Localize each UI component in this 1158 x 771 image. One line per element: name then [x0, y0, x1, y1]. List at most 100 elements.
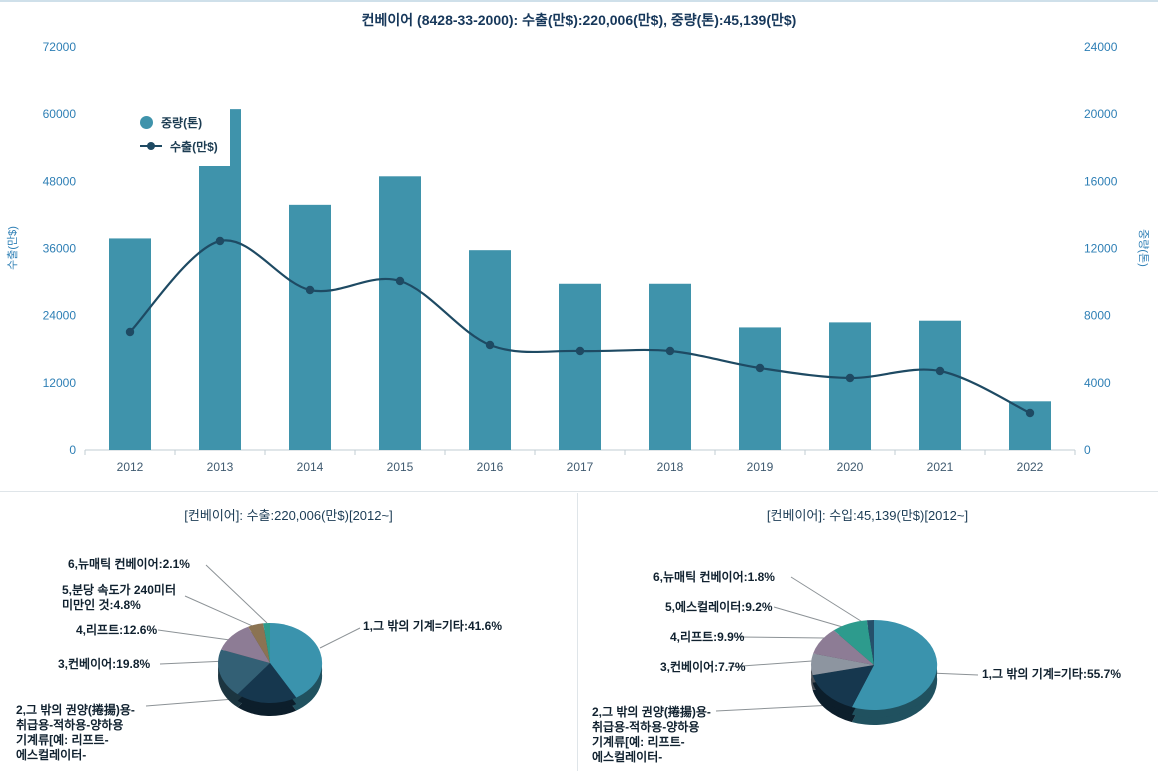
bar-2018[interactable] [649, 283, 691, 450]
bar-2017[interactable] [559, 283, 601, 450]
import-pie-panel: [컨베이어]: 수입:45,139(만$)[2012~] 1,그 밖의 기계=기… [578, 493, 1157, 771]
pie-slice-4[interactable] [813, 630, 874, 665]
export-slice-label-5: 5,분당 속도가 240미터 미만인 것:4.8% [62, 583, 176, 612]
pie-slice-5[interactable] [833, 620, 874, 665]
export-slice-label-6: 6,뉴매틱 컨베이어:2.1% [68, 557, 190, 571]
marker-2019[interactable] [755, 363, 765, 373]
pie-slices[interactable] [810, 619, 938, 710]
marker-2014[interactable] [305, 285, 315, 295]
axis-tick-labels: 0 12000 24000 36000 48000 60000 72000 0 4000 8000… [43, 40, 1118, 457]
callout-line [737, 636, 825, 639]
import-slice-label-2: 2,그 밖의 권양(捲揚)용- 취급용-적하용-양하용 기계류[예: 리프트- … [592, 705, 711, 764]
marker-2013[interactable] [215, 236, 225, 246]
pie-panels: [컨베이어]: 수출:220,006(만$)[2012~] 1,그 밖의 기계=… [0, 493, 1158, 771]
pie-slices[interactable] [218, 622, 323, 704]
svg-text:16000: 16000 [1084, 174, 1118, 188]
import-slice-label-6: 6,뉴매틱 컨베이어:1.8% [653, 570, 775, 584]
bar-2012[interactable] [109, 238, 151, 450]
chart-legend: 중량(톤) 수출(만$) [132, 102, 230, 166]
svg-text:2021: 2021 [927, 460, 954, 474]
export-line-markers[interactable] [125, 236, 1035, 418]
svg-text:0: 0 [1084, 443, 1091, 457]
legend-label-weight: 중량(톤) [161, 115, 203, 130]
bar-2021[interactable] [919, 320, 961, 450]
bar-2022[interactable] [1009, 401, 1051, 450]
bar-2020[interactable] [829, 322, 871, 450]
callout-line [727, 660, 813, 668]
callout-line [715, 704, 835, 712]
svg-text:4000: 4000 [1084, 376, 1111, 390]
pie-slice-1[interactable] [851, 619, 938, 710]
combo-chart-panel: 컨베이어 (8428-33-2000): 수출(만$):220,006(만$),… [0, 2, 1158, 492]
svg-text:2020: 2020 [837, 460, 864, 474]
legend-row-export[interactable]: 수출(만$) [140, 134, 218, 158]
x-axis [84, 449, 1076, 455]
import-slice-label-1: 1,그 밖의 기계=기타:55.7% [982, 667, 1121, 681]
pie-slice-2[interactable] [237, 663, 297, 704]
marker-2018[interactable] [665, 346, 675, 356]
export-slice-label-2: 2,그 밖의 권양(捲揚)용- 취급용-적하용-양하용 기계류[예: 리프트- … [16, 703, 135, 762]
pie-slice-1[interactable] [270, 622, 323, 698]
legend-row-weight[interactable]: 중량(톤) [140, 110, 218, 134]
marker-2017[interactable] [575, 346, 585, 356]
svg-text:2017: 2017 [567, 460, 594, 474]
pie-slice-6[interactable] [263, 622, 270, 663]
bar-2019[interactable] [739, 327, 781, 450]
marker-2016[interactable] [485, 340, 495, 350]
svg-text:2019: 2019 [747, 460, 774, 474]
import-pie-chart [715, 576, 979, 725]
svg-text:2012: 2012 [117, 460, 144, 474]
svg-text:2014: 2014 [297, 460, 324, 474]
svg-text:2016: 2016 [477, 460, 504, 474]
svg-text:2022: 2022 [1017, 460, 1044, 474]
svg-text:12000: 12000 [43, 376, 77, 390]
pie-slice-3[interactable] [218, 649, 270, 695]
marker-2012[interactable] [125, 327, 135, 337]
pie-slice-6[interactable] [866, 620, 874, 665]
callout-line [184, 595, 258, 629]
marker-2015[interactable] [395, 276, 405, 286]
import-callout-lines [715, 576, 979, 712]
pie-slice-4[interactable] [221, 626, 270, 663]
bar-2015[interactable] [379, 176, 421, 450]
marker-2021[interactable] [935, 366, 945, 376]
chart-title: 컨베이어 (8428-33-2000): 수출(만$):220,006(만$),… [361, 12, 797, 28]
svg-text:2013: 2013 [207, 460, 234, 474]
import-slice-label-3: 3,컨베이어:7.7% [660, 660, 746, 674]
export-pie-chart [145, 564, 361, 717]
export-line [129, 239, 1031, 414]
svg-text:72000: 72000 [43, 40, 77, 54]
import-pie-title: [컨베이어]: 수입:45,139(만$)[2012~] [766, 508, 969, 523]
right-axis-title: 중량(톤) [1137, 229, 1150, 267]
svg-text:24000: 24000 [43, 309, 77, 323]
legend-label-export: 수출(만$) [170, 139, 218, 154]
callout-line [773, 606, 847, 629]
svg-text:0: 0 [69, 443, 76, 457]
import-slice-label-4: 4,리프트:9.9% [670, 630, 745, 644]
svg-text:2018: 2018 [657, 460, 684, 474]
weight-series-marker-icon [140, 115, 153, 129]
export-slice-label-3: 3,컨베이어:19.8% [58, 657, 151, 671]
bar-2014[interactable] [289, 204, 331, 450]
weight-bars[interactable] [109, 109, 1051, 451]
export-slice-label-4: 4,리프트:12.6% [76, 623, 158, 637]
import-slice-label-5: 5,에스컬레이터:9.2% [665, 600, 773, 614]
marker-2022[interactable] [1025, 408, 1035, 418]
x-axis-labels: 2012 2013 2014 2015 2016 2017 2018 2019 2020 2021… [117, 460, 1044, 474]
combo-chart: 0 12000 24000 36000 48000 60000 72000 0 4000 8000… [6, 40, 1150, 474]
callout-line [790, 576, 865, 624]
callout-line [319, 627, 361, 649]
svg-text:12000: 12000 [1084, 242, 1118, 256]
pie-slice-3[interactable] [810, 653, 874, 676]
callout-line [205, 564, 268, 624]
svg-text:36000: 36000 [43, 242, 77, 256]
export-pie-panel: [컨베이어]: 수출:220,006(만$)[2012~] 1,그 밖의 기계=… [0, 493, 578, 771]
svg-text:20000: 20000 [1084, 107, 1118, 121]
pie-slice-2[interactable] [812, 665, 874, 708]
left-axis-title: 수출(만$) [6, 226, 19, 270]
callout-line [157, 629, 238, 642]
pie-slice-5[interactable] [248, 623, 270, 663]
marker-2020[interactable] [845, 373, 855, 383]
svg-text:24000: 24000 [1084, 40, 1118, 54]
